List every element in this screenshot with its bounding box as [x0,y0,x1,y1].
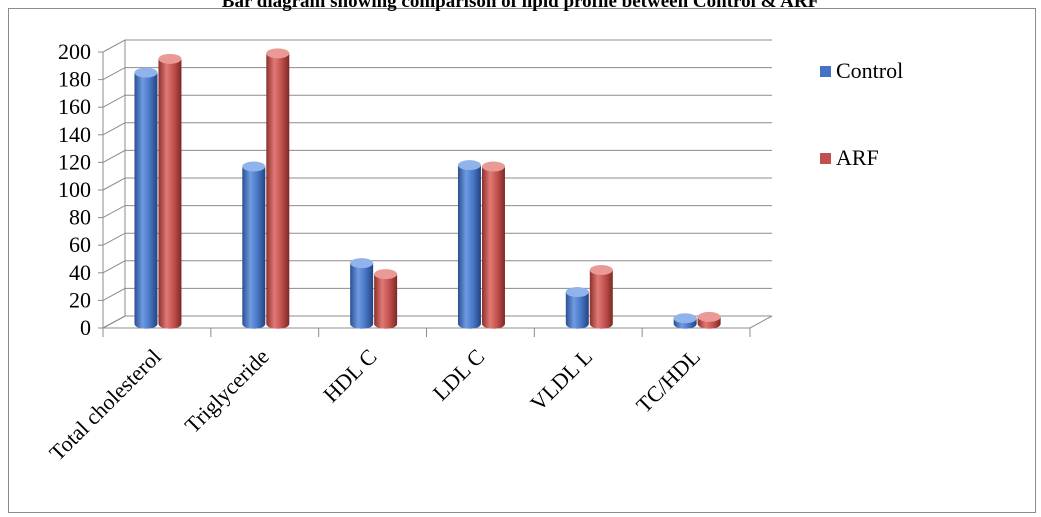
y-tick-label: 160 [58,94,91,119]
gridline [102,205,772,219]
legend-swatch [820,65,831,77]
bar-control-vldl-l [565,287,589,329]
x-tick-label: VLDL L [525,344,597,416]
bar-control-hdl-c [350,258,374,329]
x-tick-label: HDL C [318,344,381,407]
bar-arf-hdl-c [374,269,398,329]
floor-plane [102,315,773,329]
legend-item-control: Control [820,58,903,84]
y-tick-label: 40 [69,260,91,285]
legend-item-arf: ARF [820,145,879,171]
y-tick-label: 140 [58,122,91,147]
bar-arf-triglyceride [266,48,290,329]
gridline [102,122,772,136]
gridline [102,315,772,329]
bar-arf-tc-hdl [697,311,721,329]
legend-swatch [820,152,831,164]
y-tick-label: 0 [80,315,91,340]
legend-label: Control [836,58,904,83]
legend-label: ARF [836,145,879,170]
x-tick-label: Total cholesterol [44,344,166,466]
gridlines [102,39,773,329]
y-tick-label: 200 [58,39,91,64]
y-tick-label: 180 [58,67,91,92]
gridline [102,149,772,163]
bar-control-tc-hdl [673,313,697,329]
gridline [102,260,772,274]
x-tick-label: Triglyceride [180,344,274,438]
gridline [102,232,772,246]
gridline [102,287,772,301]
y-tick-label: 60 [69,232,91,257]
bar-arf-total-cholesterol [158,53,182,329]
gridline [102,177,772,191]
bars [134,48,721,329]
bar-arf-vldl-l [589,264,613,329]
bar-control-triglyceride [242,161,266,329]
x-tick-label: LDL C [428,344,490,406]
bar-control-total-cholesterol [134,67,158,329]
y-tick-label: 80 [69,205,91,230]
x-tick-label: TC/HDL [631,344,705,418]
bar-arf-ldl-c [481,161,505,329]
axes [98,51,751,337]
gridline [102,67,772,81]
gridline [102,39,772,53]
y-tick-label: 20 [69,287,91,312]
y-tick-label: 100 [58,177,91,202]
y-tick-label: 120 [58,149,91,174]
bar-control-ldl-c [457,160,481,329]
gridline [102,94,772,108]
chart-title: Bar diagram showing comparison of lipid … [221,0,820,12]
